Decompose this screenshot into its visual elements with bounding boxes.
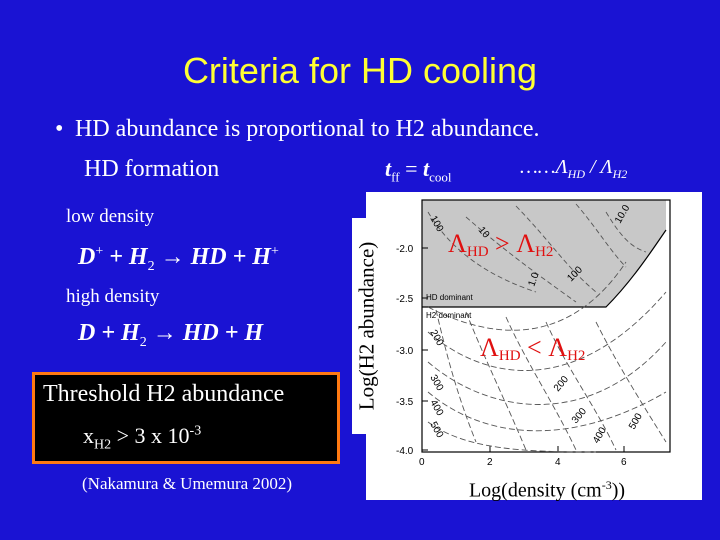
contour-label: 200 — [427, 328, 445, 348]
citation: (Nakamura & Umemura 2002) — [82, 474, 293, 493]
contour-label: 400 — [591, 425, 609, 445]
contour-plot-svg: -2.0 -2.5 -3.0 -3.5 -4.0 0 2 4 6 — [396, 199, 671, 468]
x-axis-label: Log(density (cm-3)) — [446, 470, 648, 502]
contour-label: 300 — [570, 406, 589, 426]
threshold-value: xH2 > 3 x 10-3 — [83, 423, 202, 453]
ytick-label: -3.0 — [396, 346, 414, 357]
ytick-label: -3.5 — [396, 397, 414, 408]
contour-label: 200 — [552, 374, 571, 394]
cooling-ratio-equation: ……ΛHD / ΛH2 — [520, 156, 628, 181]
lambda-hd-less-label: ΛHD < ΛH2 — [480, 333, 585, 364]
threshold-title: Threshold H2 abundance — [43, 381, 285, 407]
contour-label: 500 — [427, 420, 445, 440]
contour-label: 300 — [427, 373, 445, 393]
bullet-text: HD abundance is proportional to H2 abund… — [75, 116, 540, 142]
ytick-label: -4.0 — [396, 446, 414, 457]
ytick-label: -2.0 — [396, 244, 414, 255]
high-density-label: high density — [66, 286, 160, 307]
slide-title: Criteria for HD cooling — [182, 50, 538, 91]
xtick-label: 6 — [621, 457, 627, 468]
hd-dominant-label: HD dominant — [426, 293, 473, 302]
reaction-high-density: D + H2 → HD + H — [78, 320, 264, 350]
lambda-hd-greater-label: ΛHD > ΛH2 — [448, 229, 553, 260]
xtick-label: 2 — [487, 457, 493, 468]
plot-frame — [421, 199, 671, 453]
hd-formation-heading: HD formation — [84, 156, 220, 182]
lower-contours — [427, 261, 667, 453]
bullet-point: • HD abundance is proportional to H2 abun… — [55, 116, 540, 143]
hd-dominant-region — [422, 200, 666, 307]
y-axis-label: Log(H2 abundance) — [352, 218, 382, 434]
contour-label: 500 — [627, 411, 645, 431]
reaction-low-density: D+ + H2 → HD + H+ — [78, 244, 279, 274]
contour-label: 1.0 — [526, 271, 541, 288]
threshold-box: Threshold H2 abundance xH2 > 3 x 10-3 — [32, 372, 340, 464]
timescale-equation: tff = tcool — [385, 156, 452, 185]
h2-dominant-label: H2 dominant — [426, 311, 472, 320]
y-axis-ticks: -2.0 -2.5 -3.0 -3.5 -4.0 — [396, 244, 428, 457]
bullet-dot-icon: • — [55, 116, 64, 142]
xtick-label: 4 — [555, 457, 561, 468]
boundary-curve — [422, 229, 667, 308]
xtick-label: 0 — [419, 457, 425, 468]
contour-label: 400 — [427, 398, 445, 418]
upper-contours — [427, 203, 647, 303]
contour-plot: -2.0 -2.5 -3.0 -3.5 -4.0 0 2 4 6 — [366, 192, 702, 500]
x-axis-ticks: 0 2 4 6 — [419, 446, 627, 468]
ytick-label: -2.5 — [396, 294, 414, 305]
low-density-label: low density — [66, 206, 155, 227]
